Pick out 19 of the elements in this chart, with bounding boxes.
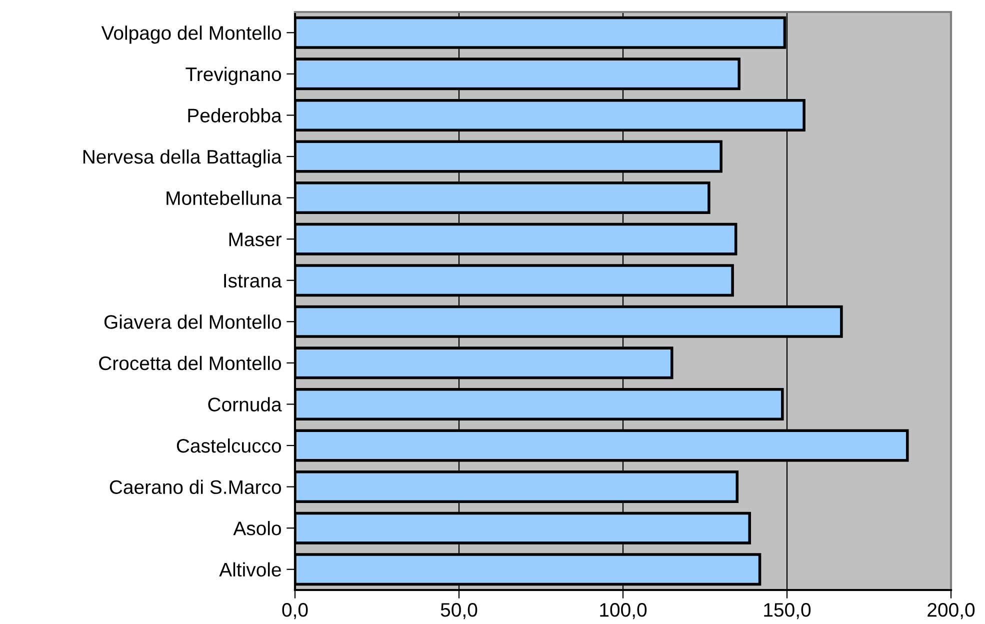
y-tick-label: Pederobba xyxy=(188,108,282,122)
y-tick-label: Montebelluna xyxy=(166,190,282,206)
y-tick-label: Volpago del Montello xyxy=(101,26,281,44)
y-tick-label: Nervesa della Battaglia xyxy=(83,149,282,168)
x-tick-label: 200,0 xyxy=(928,603,975,620)
y-tick-label: Castelcucco xyxy=(176,438,281,453)
y-tick-label: Crocetta del Montello xyxy=(99,356,281,370)
y-tick-label: Trevignano xyxy=(186,66,281,86)
x-tick-label: 100,0 xyxy=(600,603,647,620)
x-tick-label: 50,0 xyxy=(440,603,478,620)
y-tick-label: Altivole xyxy=(219,562,281,577)
y-tick-label: Asolo xyxy=(233,521,281,536)
y-tick-label: Istrana xyxy=(224,274,282,288)
x-tick-label: 150,0 xyxy=(764,603,811,620)
y-tick-label: Caerano di S.Marco xyxy=(110,480,281,494)
y-tick-label: Giavera del Montello xyxy=(104,314,281,329)
y-tick-label: Cornuda xyxy=(208,397,282,412)
y-tick-label: Maser xyxy=(229,232,282,246)
x-tick-label: 0,0 xyxy=(282,603,308,620)
